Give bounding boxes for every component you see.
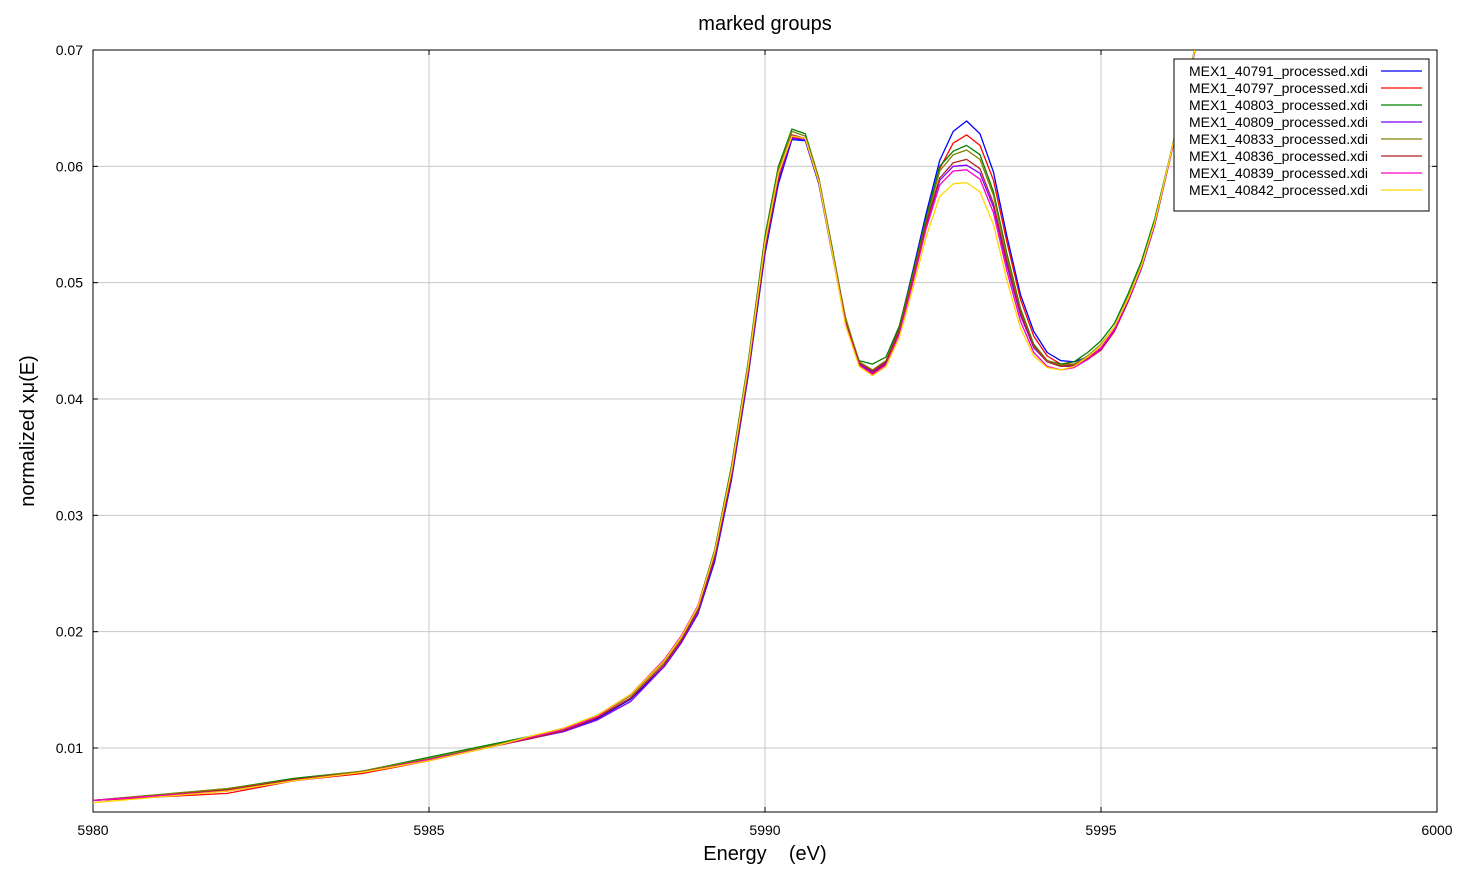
legend-entry-label: MEX1_40836_processed.xdi <box>1189 148 1368 164</box>
x-tick-label: 5995 <box>1085 822 1116 838</box>
series-line-4 <box>93 50 1196 802</box>
y-axis-label: normalized xμ(E) <box>17 355 39 507</box>
y-tick-label: 0.01 <box>56 740 83 756</box>
legend-entry-label: MEX1_40797_processed.xdi <box>1189 80 1368 96</box>
chart-title: marked groups <box>698 13 831 35</box>
legend-box <box>1173 58 1430 212</box>
legend: MEX1_40791_processed.xdiMEX1_40797_proce… <box>1173 58 1430 212</box>
y-tick-label: 0.02 <box>56 624 83 640</box>
x-tick-label: 6000 <box>1421 822 1452 838</box>
legend-entry-label: MEX1_40803_processed.xdi <box>1189 97 1368 113</box>
x-axis-label: Energy (eV) <box>703 843 826 865</box>
y-tick-label: 0.03 <box>56 507 83 523</box>
y-tick-label: 0.07 <box>56 42 83 58</box>
legend-entry-label: MEX1_40842_processed.xdi <box>1189 182 1368 198</box>
axis-ticks: 5980 5985 5990 5995 6000 0.01 0.02 0.03 0.04 0.05… <box>56 42 1453 838</box>
y-tick-label: 0.04 <box>56 391 83 407</box>
legend-entry-label: MEX1_40839_processed.xdi <box>1189 165 1368 181</box>
series-line-8 <box>93 50 1196 804</box>
x-tick-label: 5980 <box>77 822 108 838</box>
x-tick-label: 5985 <box>413 822 444 838</box>
series-lines <box>93 50 1196 804</box>
series-line-7 <box>93 50 1196 802</box>
y-tick-label: 0.06 <box>56 158 83 174</box>
legend-entry-label: MEX1_40809_processed.xdi <box>1189 114 1368 130</box>
legend-entry-label: MEX1_40791_processed.xdi <box>1189 63 1368 79</box>
legend-entry-label: MEX1_40833_processed.xdi <box>1189 131 1368 147</box>
x-tick-label: 5990 <box>749 822 780 838</box>
y-tick-label: 0.05 <box>56 275 83 291</box>
